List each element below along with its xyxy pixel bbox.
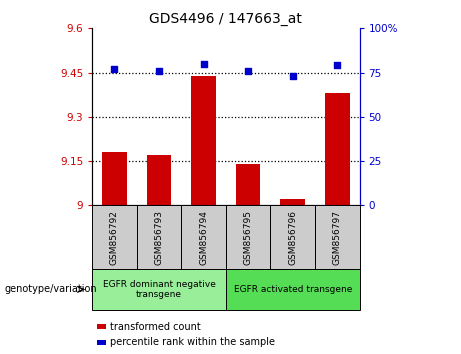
Text: EGFR dominant negative
transgene: EGFR dominant negative transgene xyxy=(103,280,215,299)
Point xyxy=(334,63,341,68)
Bar xyxy=(147,155,171,205)
Point xyxy=(289,73,296,79)
Point xyxy=(244,68,252,74)
Text: GSM856793: GSM856793 xyxy=(154,210,164,265)
Bar xyxy=(102,152,127,205)
Text: GSM856794: GSM856794 xyxy=(199,210,208,265)
Bar xyxy=(97,324,106,329)
Text: GSM856792: GSM856792 xyxy=(110,210,119,265)
Point xyxy=(111,66,118,72)
Text: EGFR activated transgene: EGFR activated transgene xyxy=(234,285,352,294)
Point xyxy=(155,68,163,74)
Title: GDS4496 / 147663_at: GDS4496 / 147663_at xyxy=(149,12,302,26)
Text: transformed count: transformed count xyxy=(110,322,201,332)
Bar xyxy=(236,164,260,205)
Text: GSM856795: GSM856795 xyxy=(244,210,253,265)
Bar xyxy=(280,199,305,205)
Bar xyxy=(97,340,106,345)
Point xyxy=(200,61,207,67)
Text: genotype/variation: genotype/variation xyxy=(5,284,97,295)
Text: GSM856796: GSM856796 xyxy=(288,210,297,265)
Bar xyxy=(325,93,349,205)
Bar xyxy=(191,75,216,205)
Text: percentile rank within the sample: percentile rank within the sample xyxy=(110,337,275,347)
Text: GSM856797: GSM856797 xyxy=(333,210,342,265)
